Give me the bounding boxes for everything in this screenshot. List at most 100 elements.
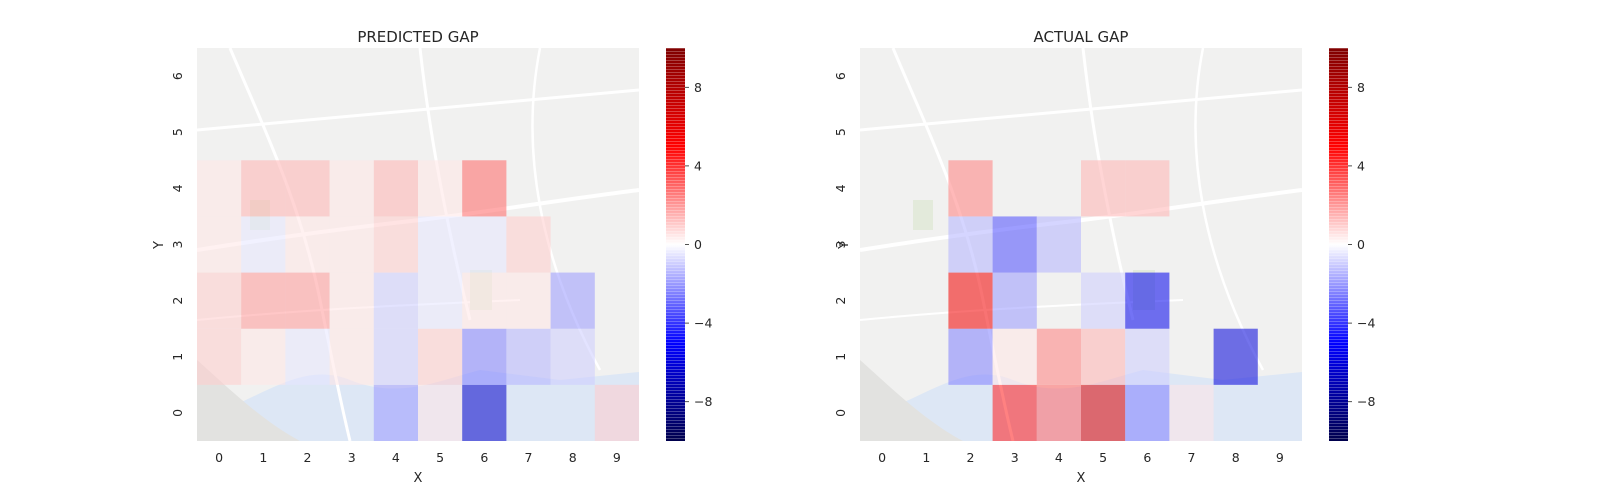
heatmap-cell xyxy=(1213,328,1258,385)
chart-title: PREDICTED GAP xyxy=(357,28,478,46)
heatmap-cells xyxy=(197,160,639,441)
heatmap-cell xyxy=(506,216,551,273)
heatmap-cell xyxy=(1081,160,1126,217)
x-tick-label: 6 xyxy=(1143,450,1151,465)
heatmap-cell xyxy=(329,216,374,273)
heatmap-cell xyxy=(373,272,418,329)
heatmap-cell xyxy=(594,384,639,441)
x-tick-label: 5 xyxy=(436,450,444,465)
heatmap-cell xyxy=(241,216,286,273)
y-axis-label: Y xyxy=(152,241,167,250)
x-tick-label: 0 xyxy=(878,450,886,465)
heatmap-cell xyxy=(197,160,242,217)
heatmap-cell xyxy=(197,328,242,385)
heatmap-cell xyxy=(241,328,286,385)
heatmap-cell xyxy=(1081,272,1126,329)
heatmap-cell xyxy=(506,328,551,385)
x-tick-label: 7 xyxy=(525,450,533,465)
heatmap-cell xyxy=(1036,216,1081,273)
colorbar-ticks: 8 4 0 −4 −8 xyxy=(685,80,712,409)
heatmap-cell xyxy=(462,216,507,273)
heatmap-cell xyxy=(1125,272,1170,329)
colorbar-tick-label: 0 xyxy=(1357,237,1365,252)
y-tick-label: 0 xyxy=(170,409,185,417)
heatmap-cell xyxy=(329,272,374,329)
heatmap-cell xyxy=(285,328,330,385)
x-axis-label: X xyxy=(1077,471,1086,486)
y-tick-labels: 0 1 2 3 4 5 6 xyxy=(170,72,185,417)
heatmap-cell xyxy=(197,216,242,273)
heatmap-cell xyxy=(462,328,507,385)
heatmap-cell xyxy=(373,160,418,217)
heatmap-cell xyxy=(550,272,595,329)
x-tick-label: 0 xyxy=(215,450,223,465)
chart-title: ACTUAL GAP xyxy=(1034,28,1129,46)
heatmap-cell xyxy=(1125,160,1170,217)
heatmap-cell xyxy=(1125,384,1170,441)
heatmap-cell xyxy=(462,272,507,329)
y-tick-label: 5 xyxy=(833,128,848,136)
x-tick-label: 4 xyxy=(1055,450,1063,465)
heatmap-cell xyxy=(373,328,418,385)
colorbar-tick-label: −4 xyxy=(1357,316,1375,331)
heatmap-cell xyxy=(373,384,418,441)
heatmap-cell xyxy=(506,272,551,329)
heatmap-cell xyxy=(550,328,595,385)
y-tick-label: 5 xyxy=(170,128,185,136)
heatmap-cell xyxy=(992,216,1037,273)
heatmap-cell xyxy=(462,160,507,217)
heatmap-cell xyxy=(329,160,374,217)
heatmap-cell xyxy=(948,328,993,385)
x-tick-label: 8 xyxy=(1232,450,1240,465)
heatmap-cell xyxy=(992,384,1037,441)
colorbar-tick-label: 8 xyxy=(694,80,702,95)
x-tick-label: 1 xyxy=(922,450,930,465)
heatmap-cell xyxy=(462,384,507,441)
heatmap-cell xyxy=(1125,328,1170,385)
heatmap-cell xyxy=(948,272,993,329)
heatmap-cell xyxy=(992,272,1037,329)
colorbar-tick-label: 0 xyxy=(694,237,702,252)
panel-actual-gap: ACTUAL GAP 0 1 2 3 4 5 6 7 8 9 0 1 2 3 4 5 6 X Y 8 4 0 −4 −… xyxy=(833,28,1375,486)
y-tick-label: 6 xyxy=(833,72,848,80)
x-tick-label: 3 xyxy=(348,450,356,465)
x-tick-labels: 0 1 2 3 4 5 6 7 8 9 xyxy=(215,450,621,465)
heatmap-cell xyxy=(418,272,463,329)
x-tick-labels: 0 1 2 3 4 5 6 7 8 9 xyxy=(878,450,1284,465)
x-tick-label: 5 xyxy=(1099,450,1107,465)
colorbar-tick-label: 4 xyxy=(1357,158,1365,173)
y-tick-label: 3 xyxy=(833,241,848,249)
heatmap-cell xyxy=(197,272,242,329)
x-tick-label: 2 xyxy=(304,450,312,465)
y-tick-label: 4 xyxy=(170,184,185,192)
x-tick-label: 3 xyxy=(1011,450,1019,465)
x-tick-label: 4 xyxy=(392,450,400,465)
heatmap-cell xyxy=(329,328,374,385)
x-tick-label: 9 xyxy=(613,450,621,465)
heatmap-cell xyxy=(285,272,330,329)
colorbar-ticks: 8 4 0 −4 −8 xyxy=(1348,80,1375,409)
colorbar-tick-label: 4 xyxy=(694,158,702,173)
heatmap-cell xyxy=(418,160,463,217)
heatmap-cell xyxy=(1081,328,1126,385)
heatmap-cell xyxy=(992,328,1037,385)
heatmap-cell xyxy=(1036,328,1081,385)
heatmap-cell xyxy=(418,216,463,273)
y-tick-label: 6 xyxy=(170,72,185,80)
colorbar-tick-label: 8 xyxy=(1357,80,1365,95)
y-tick-label: 1 xyxy=(170,353,185,361)
heatmap-cell xyxy=(418,328,463,385)
heatmap-cell xyxy=(285,160,330,217)
colorbar: 8 4 0 −4 −8 xyxy=(666,48,712,441)
colorbar-tick-label: −8 xyxy=(1357,394,1375,409)
colorbar-tick-label: −8 xyxy=(694,394,712,409)
x-tick-label: 8 xyxy=(569,450,577,465)
x-tick-label: 7 xyxy=(1188,450,1196,465)
y-tick-labels: 0 1 2 3 4 5 6 xyxy=(833,72,848,417)
heatmap-cell xyxy=(241,160,286,217)
y-tick-label: 2 xyxy=(170,297,185,305)
heatmap-cell xyxy=(1169,384,1214,441)
heatmap-cell xyxy=(418,384,463,441)
y-tick-label: 0 xyxy=(833,409,848,417)
